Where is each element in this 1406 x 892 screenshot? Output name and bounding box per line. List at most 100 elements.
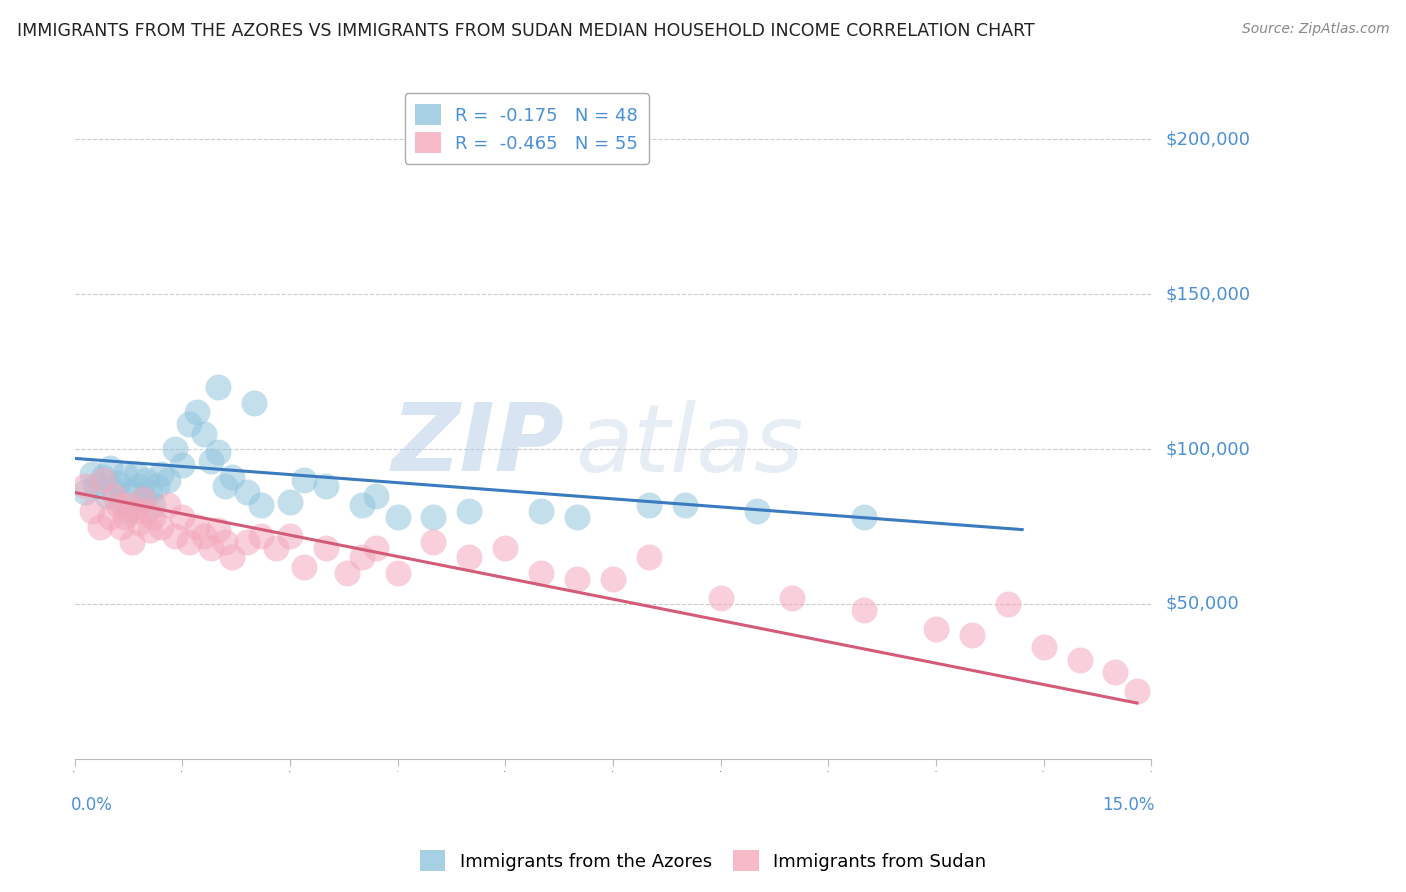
Point: [243, 395, 266, 409]
Point: [214, 535, 236, 549]
Point: [236, 485, 259, 500]
Point: [278, 494, 301, 508]
Point: [925, 622, 948, 636]
Point: [75, 479, 97, 493]
Point: [710, 591, 733, 605]
Point: [530, 504, 553, 518]
Point: [207, 523, 229, 537]
Point: [364, 541, 387, 556]
Point: [146, 479, 169, 493]
Point: [114, 510, 136, 524]
Point: [142, 498, 165, 512]
Text: 15.0%: 15.0%: [1102, 797, 1154, 814]
Text: 0.0%: 0.0%: [72, 797, 112, 814]
Point: [458, 504, 481, 518]
Point: [1032, 640, 1054, 655]
Point: [128, 516, 150, 531]
Y-axis label: Median Household Income: Median Household Income: [0, 299, 8, 537]
Text: Source: ZipAtlas.com: Source: ZipAtlas.com: [1241, 22, 1389, 37]
Point: [96, 489, 118, 503]
Point: [117, 498, 139, 512]
Point: [124, 467, 146, 481]
Point: [960, 628, 983, 642]
Point: [350, 498, 373, 512]
Text: $50,000: $50,000: [1166, 595, 1239, 613]
Point: [494, 541, 516, 556]
Point: [221, 550, 243, 565]
Point: [200, 454, 222, 468]
Point: [292, 559, 315, 574]
Text: $200,000: $200,000: [1166, 130, 1250, 148]
Point: [132, 491, 155, 506]
Point: [84, 479, 107, 493]
Point: [149, 519, 172, 533]
Point: [315, 479, 337, 493]
Point: [336, 566, 359, 580]
Point: [207, 380, 229, 394]
Point: [278, 529, 301, 543]
Text: IMMIGRANTS FROM THE AZORES VS IMMIGRANTS FROM SUDAN MEDIAN HOUSEHOLD INCOME CORR: IMMIGRANTS FROM THE AZORES VS IMMIGRANTS…: [17, 22, 1035, 40]
Point: [315, 541, 337, 556]
Point: [75, 485, 97, 500]
Point: [103, 489, 125, 503]
Point: [172, 458, 194, 472]
Point: [82, 467, 104, 481]
Point: [132, 491, 155, 506]
Point: [82, 504, 104, 518]
Point: [172, 510, 194, 524]
Point: [458, 550, 481, 565]
Point: [997, 597, 1019, 611]
Point: [1104, 665, 1126, 679]
Point: [156, 498, 179, 512]
Point: [250, 498, 273, 512]
Point: [139, 485, 162, 500]
Point: [422, 535, 444, 549]
Point: [853, 603, 876, 617]
Point: [142, 510, 165, 524]
Point: [422, 510, 444, 524]
Point: [745, 504, 768, 518]
Point: [121, 485, 143, 500]
Point: [236, 535, 259, 549]
Point: [179, 535, 201, 549]
Point: [110, 494, 132, 508]
Point: [292, 473, 315, 487]
Point: [103, 483, 125, 497]
Point: [350, 550, 373, 565]
Point: [149, 467, 172, 481]
Point: [100, 460, 122, 475]
Point: [221, 470, 243, 484]
Point: [207, 445, 229, 459]
Point: [139, 523, 162, 537]
Point: [565, 572, 588, 586]
Point: [193, 426, 215, 441]
Point: [91, 473, 114, 487]
Point: [1069, 653, 1091, 667]
Point: [186, 405, 208, 419]
Point: [163, 529, 186, 543]
Point: [637, 550, 659, 565]
Legend: Immigrants from the Azores, Immigrants from Sudan: Immigrants from the Azores, Immigrants f…: [412, 843, 994, 879]
Point: [156, 473, 179, 487]
Text: atlas: atlas: [575, 400, 803, 491]
Point: [193, 529, 215, 543]
Point: [214, 479, 236, 493]
Point: [387, 566, 409, 580]
Point: [602, 572, 624, 586]
Point: [530, 566, 553, 580]
Point: [1126, 683, 1149, 698]
Point: [782, 591, 804, 605]
Point: [128, 479, 150, 493]
Legend: R =  -0.175   N = 48, R =  -0.465   N = 55: R = -0.175 N = 48, R = -0.465 N = 55: [405, 94, 650, 164]
Text: ZIP: ZIP: [392, 400, 564, 491]
Point: [107, 498, 129, 512]
Point: [264, 541, 287, 556]
Point: [117, 504, 139, 518]
Point: [91, 470, 114, 484]
Point: [364, 489, 387, 503]
Point: [163, 442, 186, 456]
Point: [135, 473, 157, 487]
Point: [250, 529, 273, 543]
Point: [565, 510, 588, 524]
Point: [179, 417, 201, 432]
